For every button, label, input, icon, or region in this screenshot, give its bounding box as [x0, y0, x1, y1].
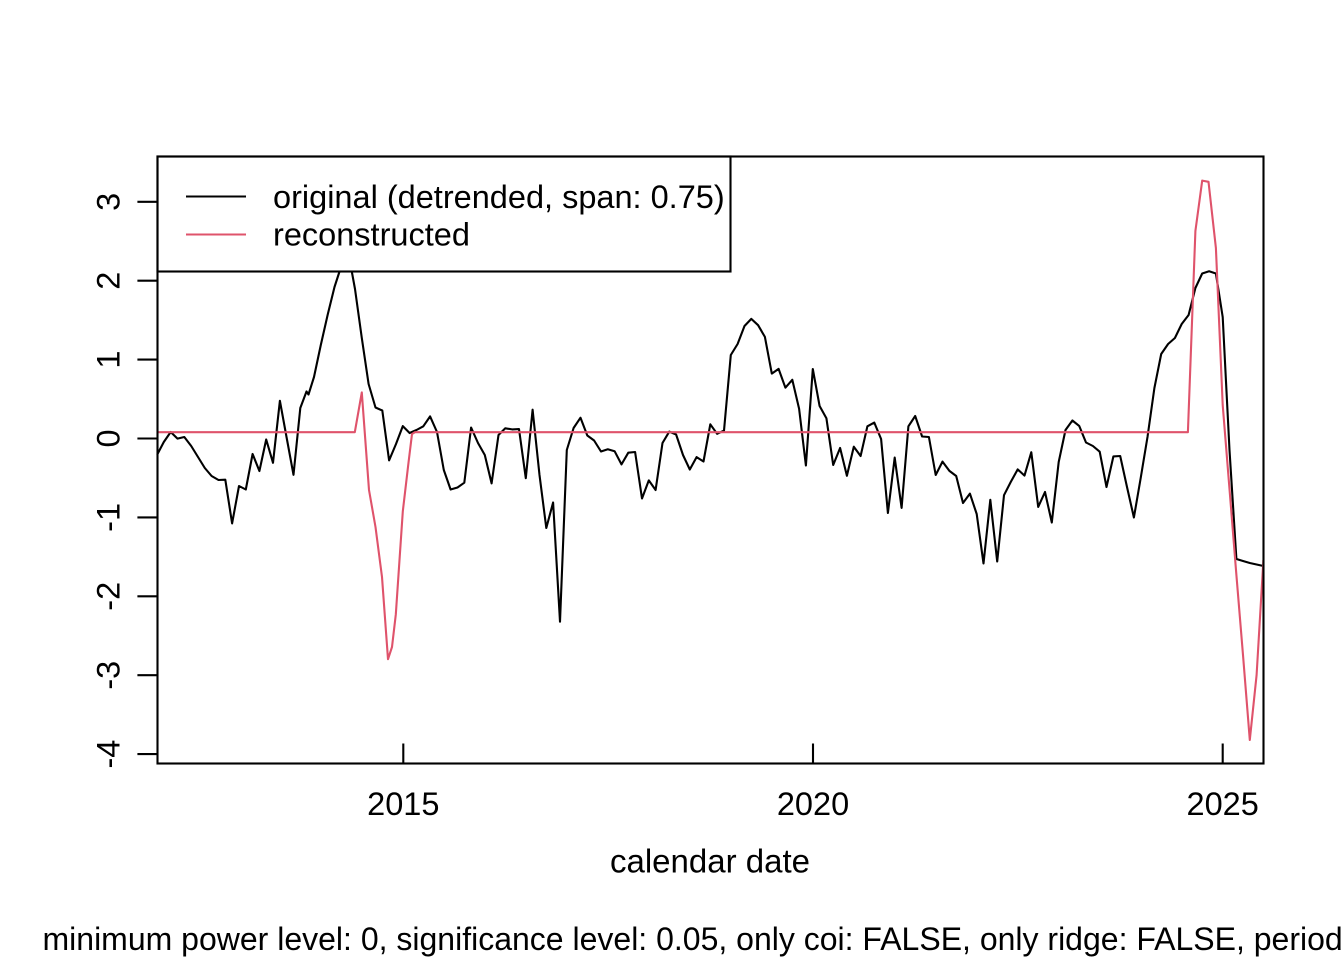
svg-text:3: 3: [91, 193, 127, 211]
svg-text:reconstructed: reconstructed: [273, 216, 470, 252]
svg-text:0: 0: [91, 429, 127, 447]
svg-text:1: 1: [91, 351, 127, 369]
svg-text:2: 2: [91, 272, 127, 290]
svg-text:minimum power level: 0, signif: minimum power level: 0, significance lev…: [43, 921, 1343, 957]
svg-text:2020: 2020: [777, 786, 849, 822]
svg-text:-2: -2: [91, 582, 127, 611]
svg-text:-1: -1: [91, 503, 127, 532]
svg-text:original (detrended, span: 0.7: original (detrended, span: 0.75): [273, 179, 725, 215]
svg-text:-3: -3: [91, 661, 127, 690]
svg-text:2015: 2015: [367, 786, 439, 822]
svg-text:calendar date: calendar date: [610, 843, 810, 880]
svg-text:2025: 2025: [1187, 786, 1259, 822]
svg-text:-4: -4: [91, 740, 127, 769]
